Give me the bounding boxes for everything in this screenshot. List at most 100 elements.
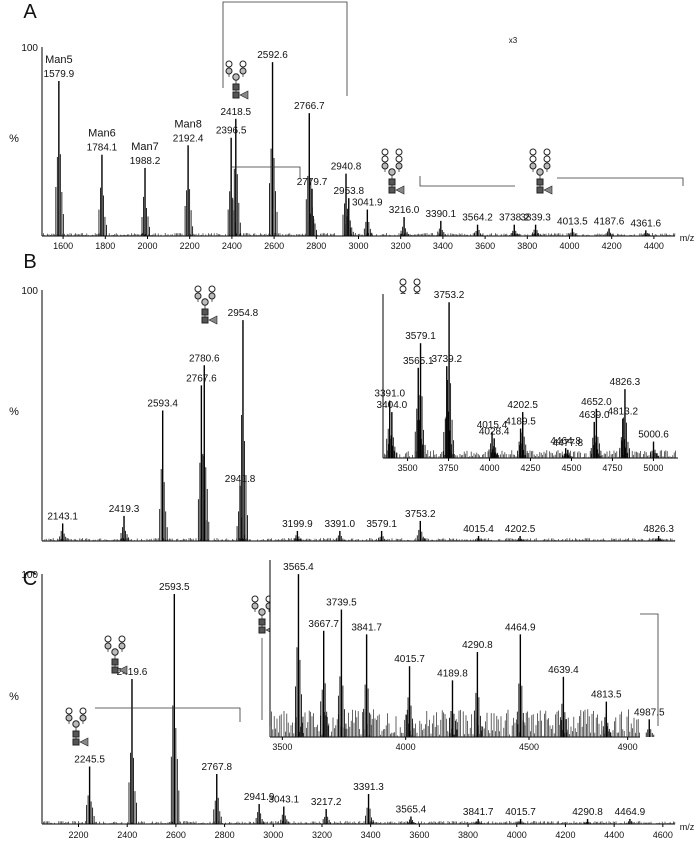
x-tick-label: 2800 xyxy=(306,241,326,251)
peak-label: 2143.1 xyxy=(47,511,78,522)
sugar-circle xyxy=(399,285,407,293)
peak-label: 3041.9 xyxy=(352,198,383,209)
glycan-name: Man8 xyxy=(174,118,202,130)
glcnac-square xyxy=(201,308,209,316)
inset-x-tick-label: 5000 xyxy=(643,463,663,473)
sugar-circle xyxy=(194,292,202,300)
x-tick-label: 2600 xyxy=(264,241,284,251)
x-tick-label: 4200 xyxy=(602,241,622,251)
fucose-triangle xyxy=(118,665,128,675)
mannose-circle xyxy=(201,298,209,306)
inset-x-tick-label: 3500 xyxy=(272,742,292,752)
glcnac-square xyxy=(72,730,80,738)
inset-c-peak-1 xyxy=(320,630,329,737)
glycan-name: Man5 xyxy=(45,54,73,66)
glcnac-square xyxy=(72,738,80,746)
peak-label: 3564.2 xyxy=(462,213,493,224)
peak-label: 4202.5 xyxy=(505,524,536,535)
panel-a-peak-5 xyxy=(232,118,241,236)
inset-peak-label: 4028.4 xyxy=(479,426,510,437)
panel-c-peak-12 xyxy=(626,819,635,824)
inset-background xyxy=(270,560,640,737)
inset-x-tick-label: 4000 xyxy=(480,463,500,473)
inset-b-peak-4 xyxy=(443,366,452,458)
inset-b-peak-1 xyxy=(388,412,397,458)
fucose-triangle xyxy=(208,315,218,325)
peak-label: 2954.8 xyxy=(228,308,259,319)
inset-x-tick-label: 4500 xyxy=(519,742,539,752)
glcnac-square xyxy=(232,83,240,91)
sugar-circle xyxy=(65,707,73,715)
panel-c-peak-8 xyxy=(407,816,416,824)
x-tick-label: 4400 xyxy=(644,241,664,251)
x-tick-label: 4600 xyxy=(653,830,673,840)
panel-a: A% 100 1600 1800 2000 2200 2400 2600 2800 3000 320… xyxy=(9,1,695,251)
panel-b-peak-0 xyxy=(59,523,68,541)
peak-label: 3217.2 xyxy=(311,797,342,808)
glycan-icon-a2 xyxy=(381,148,405,195)
sugar-circle xyxy=(529,162,537,170)
mannose-circle xyxy=(258,608,266,616)
sugar-circle xyxy=(251,595,259,603)
y-axis-top-tick: 100 xyxy=(21,570,38,581)
peak-label: 3839.3 xyxy=(520,213,551,224)
y-axis-label: % xyxy=(9,406,19,418)
sugar-circle xyxy=(543,162,551,170)
inset-b-peak-11 xyxy=(564,449,573,458)
panel-a-peak-14 xyxy=(474,224,483,236)
inset-b-peak-13 xyxy=(592,408,602,458)
y-axis-top-tick: 100 xyxy=(21,43,38,54)
sugar-circle xyxy=(104,635,112,643)
panel-b-peak-8 xyxy=(336,530,345,541)
peak-label: 2941.9 xyxy=(244,792,275,803)
panel-a-peak-11 xyxy=(363,209,373,236)
peak-label: 4290.8 xyxy=(572,807,603,818)
panel-c-peak-11 xyxy=(584,819,593,824)
panel-a-peak-17 xyxy=(568,228,578,236)
y-axis-top-tick: 100 xyxy=(21,286,38,297)
mannose-circle xyxy=(111,648,119,656)
glycan-icon-c1 xyxy=(65,707,89,747)
bracket xyxy=(95,707,241,722)
x-tick-label: 3600 xyxy=(409,830,429,840)
bracket xyxy=(557,177,684,186)
fucose-triangle xyxy=(395,185,405,195)
x-tick-label: 3000 xyxy=(348,241,368,251)
peak-label: 2593.4 xyxy=(147,398,178,409)
peak-label: 3565.4 xyxy=(396,805,427,816)
zoom-factor: x3 xyxy=(509,36,518,45)
peak-label: 4464.9 xyxy=(615,807,646,818)
x-tick-label: 3000 xyxy=(263,830,283,840)
peak-label: 3579.1 xyxy=(366,519,397,530)
sugar-circle xyxy=(79,707,87,715)
bracket xyxy=(222,1,348,96)
inset-peak-label: 3565.1 xyxy=(403,356,434,367)
peak-label: 2953.8 xyxy=(333,186,364,197)
glycan-icon-a1 xyxy=(225,60,249,100)
inset-peak-label: 4189.8 xyxy=(437,668,468,679)
panel-c-peak-10 xyxy=(517,819,526,824)
sugar-circle xyxy=(395,148,403,156)
inset-peak-label: 3579.1 xyxy=(405,331,436,342)
inset-x-tick-label: 4250 xyxy=(520,463,540,473)
peak-label: 3390.1 xyxy=(426,209,457,220)
sugar-circle xyxy=(529,148,537,156)
peak-label: 2245.5 xyxy=(74,755,105,766)
glycan-icon-b1 xyxy=(194,285,218,325)
panel-a-peak-2 xyxy=(141,167,150,236)
x-tick-label: 3200 xyxy=(312,830,332,840)
panel-a-peak-3 xyxy=(184,145,194,236)
glcnac-square xyxy=(388,178,396,186)
mannose-circle xyxy=(388,168,396,176)
x-tick-label: 2200 xyxy=(69,830,89,840)
glcnac-square xyxy=(111,658,119,666)
x-tick-label: 4200 xyxy=(555,830,575,840)
inset-b-peak-3 xyxy=(417,343,426,458)
inset-peak-label: 3667.7 xyxy=(308,619,339,630)
sugar-circle xyxy=(381,155,389,163)
peak-label: 2592.6 xyxy=(257,50,288,61)
panel-b-noise xyxy=(41,538,676,541)
x-tick-label: 2400 xyxy=(117,830,137,840)
